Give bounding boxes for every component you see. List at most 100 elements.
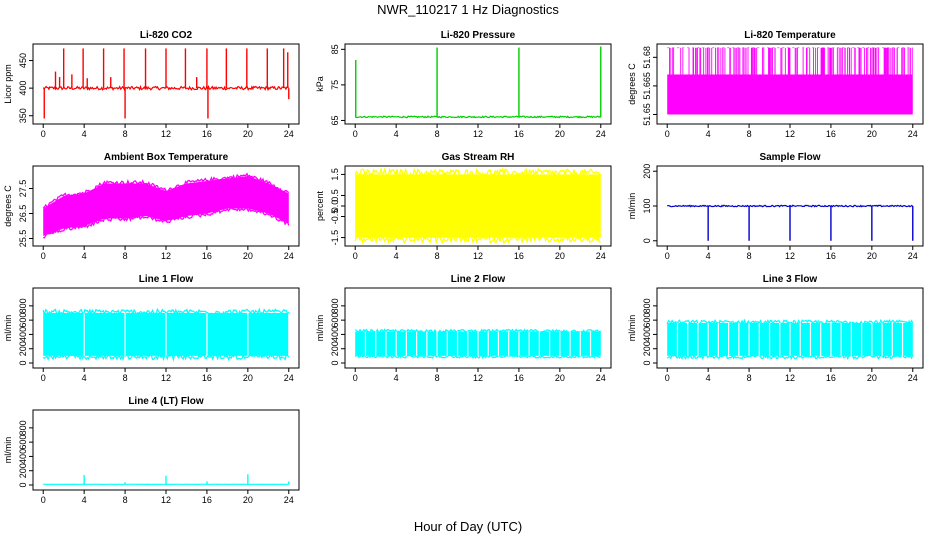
x-axis: 0 4 8 12 16 20 24 [353, 246, 606, 261]
figure-title: NWR_110217 1 Hz Diagnostics [377, 2, 559, 17]
x-tick-label: 0 [665, 129, 670, 139]
y-tick-label: 400 [642, 327, 652, 342]
y-axis: 350 400 450 [18, 53, 33, 123]
series-9 [43, 474, 290, 486]
series-7 [354, 328, 602, 360]
chart-panel: Li-820 Pressure kPa 0 4 8 12 16 20 24 65 75 85 [315, 30, 612, 139]
x-tick-label: 20 [243, 129, 253, 139]
chart-panel: Line 1 Flow ml/min 0 4 8 12 16 20 24 0 20040060080… [3, 274, 300, 383]
x-tick-label: 0 [41, 373, 46, 383]
x-tick-label: 24 [596, 373, 606, 383]
x-tick-label: 24 [284, 495, 294, 505]
x-tick-label: 16 [514, 373, 524, 383]
x-tick-label: 12 [473, 373, 483, 383]
y-axis-label: kPa [315, 76, 325, 92]
y-axis-label: ml/min [3, 437, 13, 464]
y-tick-label: 65 [330, 115, 340, 125]
y-tick-label: 26.5 [18, 205, 28, 223]
y-tick-label: 27.5 [18, 180, 28, 198]
x-tick-label: 24 [596, 251, 606, 261]
y-tick-label: 1.5 [330, 168, 340, 181]
y-tick-label: 0 [18, 360, 28, 365]
y-tick-label: 600 [642, 313, 652, 328]
x-tick-label: 12 [785, 251, 795, 261]
x-tick-label: 4 [394, 251, 399, 261]
x-tick-label: 0 [41, 495, 46, 505]
x-tick-label: 20 [243, 251, 253, 261]
x-tick-label: 8 [123, 129, 128, 139]
y-tick-label: -1.5 [330, 230, 340, 246]
x-tick-label: 4 [82, 129, 87, 139]
x-tick-label: 12 [161, 495, 171, 505]
band-lower-edge [354, 353, 602, 360]
x-tick-label: 24 [908, 373, 918, 383]
x-tick-label: 4 [706, 251, 711, 261]
series-6 [42, 307, 290, 362]
chart-panel: Sample Flow ml/min 0 4 8 12 16 20 24 0 100 200 [627, 152, 924, 261]
x-tick-label: 8 [435, 129, 440, 139]
x-tick-label: 12 [473, 251, 483, 261]
x-tick-label: 8 [747, 129, 752, 139]
chart-panel: Line 4 (LT) Flow ml/min 0 4 8 12 16 20 24 0 200400… [3, 396, 300, 505]
series-2 [667, 47, 913, 115]
x-axis: 0 4 8 12 16 20 24 [665, 368, 918, 383]
y-tick-label: 200 [642, 341, 652, 356]
series-5 [667, 204, 914, 241]
x-tick-label: 16 [202, 251, 212, 261]
x-tick-label: 12 [473, 129, 483, 139]
x-tick-label: 8 [747, 373, 752, 383]
x-tick-label: 0 [353, 373, 358, 383]
y-axis-label: ml/min [627, 193, 637, 220]
x-tick-label: 20 [243, 495, 253, 505]
y-axis: 25.5 26.5 27.5 [18, 180, 33, 248]
x-axis: 0 4 8 12 16 20 24 [665, 124, 918, 139]
plot-frame [344, 43, 612, 125]
x-tick-label: 0 [41, 251, 46, 261]
y-tick-label: 800 [18, 298, 28, 313]
series-8 [666, 318, 914, 361]
y-tick-label: 200 [18, 341, 28, 356]
y-tick-label: 51.68 [642, 46, 652, 69]
panel-title: Line 4 (LT) Flow [128, 396, 204, 407]
y-axis: 65 75 85 [330, 44, 345, 125]
x-tick-label: 16 [826, 129, 836, 139]
y-axis: -1.5 -0.50.00.5 1.5 [330, 168, 345, 245]
band-lower-edge [354, 233, 601, 245]
y-tick-label: 75 [330, 80, 340, 90]
figure-xlabel: Hour of Day (UTC) [414, 519, 522, 534]
panel-title: Gas Stream RH [442, 152, 515, 163]
y-tick-label: 0.0 [330, 200, 340, 213]
y-tick-label: 0 [18, 482, 28, 487]
x-tick-label: 20 [867, 251, 877, 261]
y-tick-label: 200 [330, 341, 340, 356]
y-axis: 0 100 200 [642, 164, 657, 243]
x-tick-label: 20 [555, 251, 565, 261]
y-tick-label: 800 [330, 298, 340, 313]
y-axis-label: ml/min [627, 315, 637, 342]
x-tick-label: 0 [41, 129, 46, 139]
y-axis: 51.65 51.665 51.68 [642, 46, 657, 126]
series-band [355, 174, 601, 238]
series-band [43, 176, 289, 236]
x-tick-label: 16 [826, 373, 836, 383]
x-tick-label: 0 [665, 251, 670, 261]
band-lower-edge [43, 206, 290, 239]
series-line [355, 115, 602, 119]
x-tick-label: 24 [596, 129, 606, 139]
chart-panel: Li-820 Temperature degrees C 0 4 8 12 16 20 24 51… [627, 30, 924, 139]
y-axis-label: degrees C [627, 63, 637, 105]
x-tick-label: 24 [284, 373, 294, 383]
x-tick-label: 24 [284, 251, 294, 261]
y-tick-label: -0.5 [330, 209, 340, 225]
x-tick-label: 20 [867, 129, 877, 139]
x-axis: 0 4 8 12 16 20 24 [41, 368, 294, 383]
y-tick-label: 25.5 [18, 230, 28, 248]
chart-panel: Line 3 Flow ml/min 0 4 8 12 16 20 24 0 20040060080… [627, 274, 924, 383]
x-tick-label: 12 [785, 129, 795, 139]
y-tick-label: 51.65 [642, 103, 652, 126]
